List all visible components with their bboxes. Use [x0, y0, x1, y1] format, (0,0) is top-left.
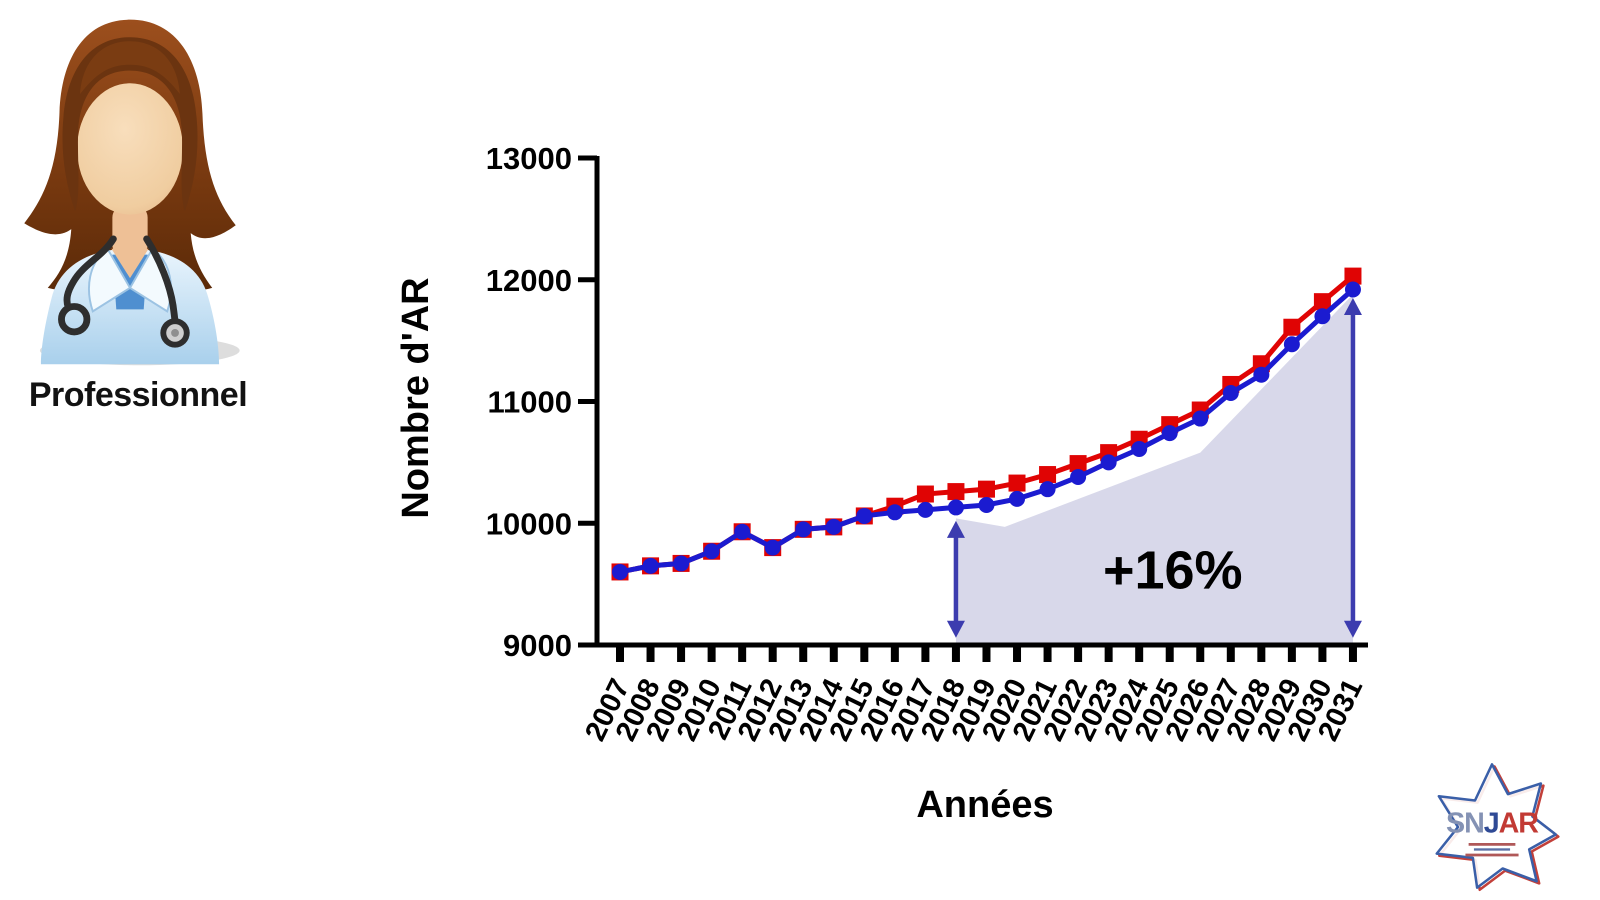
avatar-shirt: [112, 254, 148, 310]
avatar-hair-front: [62, 37, 198, 212]
serie-rouge-carres-marker: [1344, 267, 1362, 285]
growth-arrow-head-up: [1343, 298, 1362, 316]
serie-bleue-cercles-marker: [1314, 308, 1331, 325]
serie-bleue-cercles-marker: [612, 563, 628, 580]
serie-rouge-carres-marker: [1008, 474, 1026, 492]
avatar-neck: [112, 205, 148, 257]
y-tick-label: 11000: [488, 385, 573, 420]
y-axis-title: Nombre d'AR: [395, 277, 437, 518]
serie-bleue-cercles-marker: [1131, 440, 1148, 457]
stethoscope-tube-left: [63, 235, 117, 311]
serie-rouge-carres-marker: [977, 480, 995, 498]
growth-percentage-label: +16%: [1103, 541, 1243, 601]
serie-bleue-cercles-marker: [673, 555, 690, 572]
snjar-logo-small-text-lines: [1465, 843, 1519, 857]
serie-bleue-cercles-marker: [917, 501, 934, 518]
snjar-logo: SNJAR: [1424, 758, 1560, 894]
avatar-chest: [111, 248, 149, 279]
y-tick-label: 9000: [503, 628, 572, 663]
serie-bleue-cercles-marker: [703, 543, 720, 560]
professional-label: Professionnel: [28, 376, 248, 414]
serie-bleue-cercles-marker: [1253, 366, 1270, 383]
y-tick-label: 12000: [486, 263, 572, 298]
avatar-hair-bang: [80, 41, 180, 95]
stethoscope-loop: [58, 303, 91, 336]
snjar-logo-outline: [1435, 763, 1560, 892]
serie-bleue-cercles-marker: [1192, 410, 1209, 427]
serie-bleue-cercles-marker: [1100, 454, 1117, 471]
serie-bleue-cercles-marker: [795, 521, 812, 538]
serie-bleue-cercles-marker: [1070, 468, 1087, 485]
serie-rouge-carres-marker: [947, 483, 965, 501]
projection-band: [955, 294, 1353, 645]
y-tick-label: 10000: [486, 506, 572, 541]
y-tick-label: 13000: [486, 141, 572, 176]
x-axis-title: Années: [916, 784, 1053, 826]
growth-arrow-head-down: [1343, 620, 1362, 638]
growth-arrow-head-down: [946, 620, 965, 638]
serie-bleue-cercles-marker: [947, 499, 964, 516]
stethoscope-chestpiece-core: [171, 329, 179, 337]
serie-rouge-carres-marker: [916, 485, 934, 503]
avatar-face: [77, 83, 183, 215]
serie-bleue-cercles-marker: [1161, 425, 1178, 442]
professional-figure: Professionnel: [10, 4, 266, 414]
serie-bleue-cercles-marker: [1009, 490, 1026, 507]
serie-bleue-cercles-marker: [734, 523, 751, 540]
serie-bleue-cercles-marker: [1283, 336, 1300, 353]
serie-bleue-cercles-marker: [642, 557, 659, 574]
serie-bleue-cercles-marker: [978, 496, 995, 513]
serie-bleue-cercles-marker: [764, 539, 781, 556]
serie-rouge-carres-marker: [1069, 455, 1087, 473]
snjar-logo-text: SNJAR: [1446, 807, 1539, 839]
growth-arrow-head-up: [946, 520, 965, 538]
serie-bleue-cercles-marker: [1039, 481, 1056, 498]
serie-bleue-cercles-marker: [856, 507, 873, 524]
serie-bleue-cercles-marker: [825, 518, 842, 535]
serie-bleue-cercles-marker: [886, 504, 903, 521]
serie-rouge-carres-marker: [1313, 293, 1331, 311]
serie-rouge-carres-marker: [1039, 466, 1057, 484]
serie-bleue-cercles-marker: [1344, 281, 1361, 298]
serie-bleue-cercles-marker: [1222, 384, 1239, 401]
serie-rouge-carres-marker: [1283, 318, 1301, 336]
professional-avatar-icon: [24, 19, 240, 366]
